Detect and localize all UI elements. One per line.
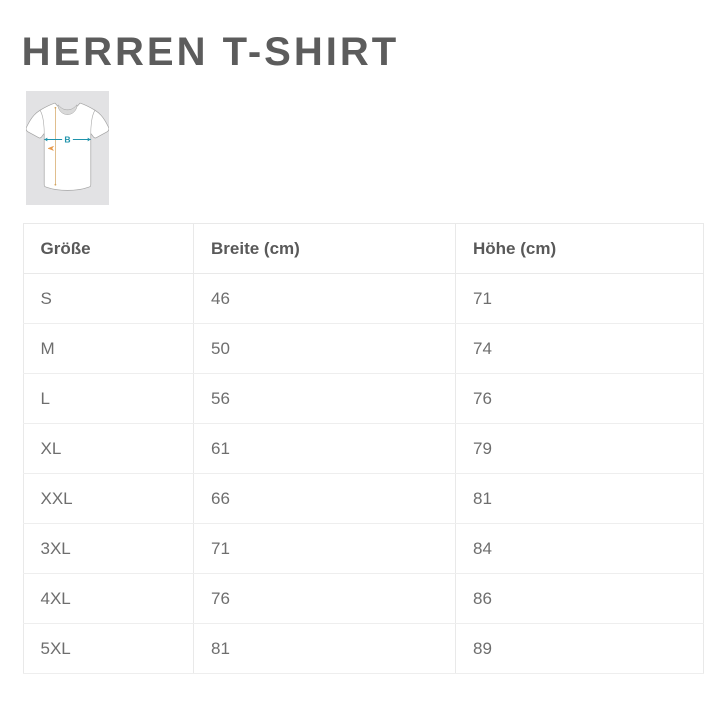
svg-text:B: B xyxy=(64,134,70,144)
